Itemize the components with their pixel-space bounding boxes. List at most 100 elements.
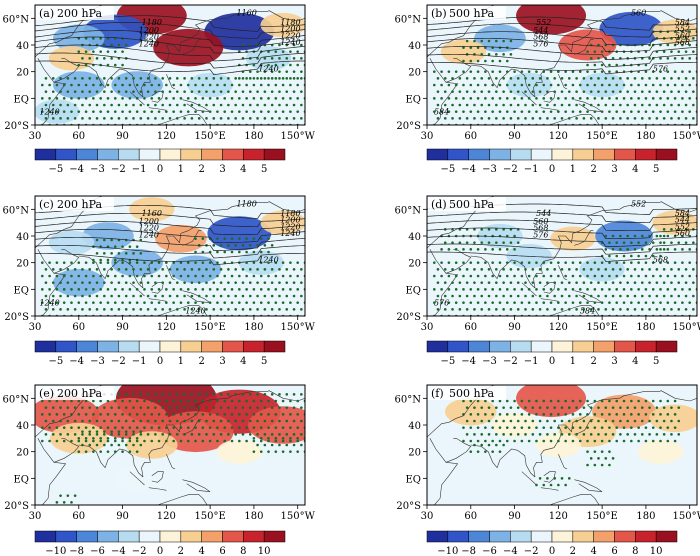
colorbar-swatch [426, 340, 449, 353]
significance-dot [307, 268, 310, 271]
significance-dot [194, 301, 197, 304]
significance-dot [436, 281, 440, 284]
map-panel: 1160118012001220124011801200122012401240… [3, 195, 316, 367]
panel-letter: (f) [431, 387, 444, 400]
significance-dot [443, 268, 447, 271]
significance-dot [513, 97, 516, 100]
significance-dot [495, 294, 498, 298]
significance-dot [241, 393, 245, 396]
significance-dot [589, 308, 593, 311]
significance-dot [600, 70, 604, 73]
significance-dot [527, 426, 531, 429]
significance-dot [128, 399, 132, 403]
significance-dot [615, 241, 619, 244]
x-tick-label: 180 [244, 322, 263, 333]
significance-dot [615, 274, 619, 278]
significance-dot [451, 90, 454, 93]
significance-dot [484, 70, 487, 73]
significance-dot [143, 399, 146, 403]
significance-dot [150, 301, 154, 304]
significance-dot [436, 103, 440, 107]
significance-dot [473, 294, 476, 298]
colorbar-swatch [655, 148, 678, 161]
significance-dot [655, 419, 659, 423]
significance-dot [48, 274, 51, 278]
significance-dot [567, 117, 571, 120]
significance-dot [263, 103, 267, 107]
significance-dot [571, 399, 575, 403]
significance-dot [670, 433, 673, 436]
x-tick-label: 30 [421, 511, 434, 522]
significance-dot [480, 294, 484, 298]
significance-dot [666, 261, 670, 264]
significance-dot [81, 430, 84, 433]
significance-dot [659, 301, 662, 304]
panel-title: 200 hPa [57, 7, 102, 20]
significance-dot [230, 83, 234, 87]
significance-dot [509, 241, 513, 244]
contour-line [427, 211, 697, 224]
significance-dot [546, 477, 549, 480]
significance-dot [248, 281, 252, 284]
colorbar-swatch [55, 340, 77, 353]
significance-dot [516, 90, 520, 93]
significance-dot [458, 117, 462, 120]
significance-dot [557, 426, 560, 429]
significance-dot [168, 103, 172, 107]
significance-dot [259, 237, 263, 240]
significance-dot [462, 439, 465, 443]
significance-dot [589, 268, 593, 271]
significance-dot [168, 294, 172, 298]
significance-dot [252, 97, 256, 100]
significance-dot [688, 110, 692, 113]
significance-dot [55, 301, 59, 304]
x-tick-label: 120 [549, 131, 568, 142]
significance-dot [443, 117, 447, 120]
significance-dot [633, 433, 637, 436]
significance-dot [465, 281, 469, 284]
significance-dot [132, 90, 135, 93]
significance-dot [473, 90, 476, 93]
colorbar-swatch [180, 530, 202, 543]
significance-dot [538, 268, 542, 271]
significance-dot [205, 281, 208, 284]
significance-dot [194, 426, 197, 429]
significance-dot [513, 288, 516, 291]
significance-dot [259, 301, 263, 304]
significance-dot [117, 294, 121, 298]
significance-dot [673, 248, 677, 251]
colorbar-swatch [55, 530, 77, 543]
significance-dot [121, 245, 124, 248]
significance-dot [150, 399, 154, 403]
significance-dot [436, 268, 440, 271]
significance-dot [55, 274, 59, 278]
significance-dot [161, 117, 165, 120]
significance-dot [62, 439, 66, 443]
significance-dot [619, 419, 622, 423]
significance-dot [509, 90, 513, 93]
significance-dot [241, 433, 245, 436]
significance-dot [73, 103, 77, 107]
significance-dot [256, 244, 259, 247]
significance-dot [495, 406, 498, 409]
significance-dot [644, 254, 648, 258]
significance-dot [542, 288, 546, 291]
significance-dot [121, 110, 124, 113]
significance-dot [197, 103, 201, 107]
significance-dot [535, 483, 538, 487]
significance-dot [498, 439, 502, 443]
significance-dot [495, 39, 498, 43]
significance-dot [666, 70, 670, 73]
significance-dot [227, 419, 230, 423]
significance-dot [143, 301, 146, 304]
colorbar-swatch [55, 148, 77, 161]
significance-dot [121, 258, 124, 262]
contour-line [427, 61, 697, 75]
significance-dot [113, 110, 117, 113]
significance-dot [491, 399, 494, 403]
significance-dot [292, 281, 296, 284]
significance-dot [88, 430, 92, 433]
significance-dot [538, 117, 542, 120]
significance-dot [527, 439, 531, 443]
significance-dot [227, 433, 230, 436]
